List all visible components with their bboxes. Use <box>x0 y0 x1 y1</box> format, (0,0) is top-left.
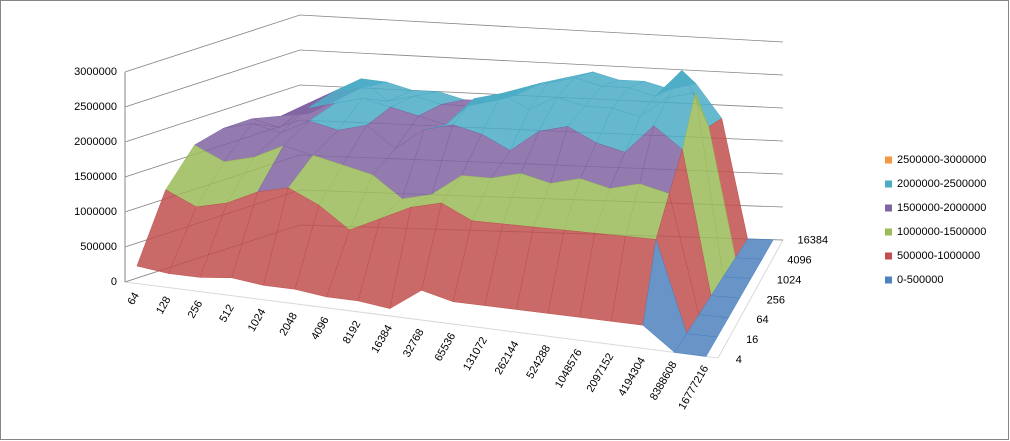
legend-swatch <box>885 276 892 284</box>
z-tick-label: 1500000 <box>74 171 117 183</box>
depth-tick-label: 16 <box>746 334 758 346</box>
legend-label: 0-500000 <box>897 274 944 286</box>
z-tick-label: 2000000 <box>74 136 117 148</box>
depth-tick-label: 4 <box>736 354 742 366</box>
x-tick-label: 64 <box>125 290 142 307</box>
legend-swatch <box>885 204 892 212</box>
z-tick-label: 0 <box>111 276 117 288</box>
legend-swatch <box>885 180 892 188</box>
legend-label: 2500000-3000000 <box>897 154 986 166</box>
z-tick-label: 500000 <box>80 241 117 253</box>
legend-swatch <box>885 228 892 236</box>
depth-tick-label: 16384 <box>797 234 828 246</box>
depth-tick-label: 1024 <box>777 274 801 286</box>
z-tick-label: 3000000 <box>74 66 117 78</box>
depth-tick-label: 64 <box>756 314 768 326</box>
grid-line <box>124 14 784 73</box>
depth-tick-label: 256 <box>767 294 785 306</box>
grid-line <box>124 49 784 108</box>
surface-cell <box>674 333 718 357</box>
legend-label: 2000000-2500000 <box>897 178 986 190</box>
depth-tick-label: 4096 <box>787 254 811 266</box>
legend-label: 1500000-2000000 <box>897 202 986 214</box>
legend-label: 500000-1000000 <box>897 250 980 262</box>
legend-swatch <box>885 252 892 260</box>
z-tick-label: 2500000 <box>74 101 117 113</box>
legend-swatch <box>885 156 892 164</box>
z-tick-label: 1000000 <box>74 206 117 218</box>
legend-label: 1000000-1500000 <box>897 226 986 238</box>
